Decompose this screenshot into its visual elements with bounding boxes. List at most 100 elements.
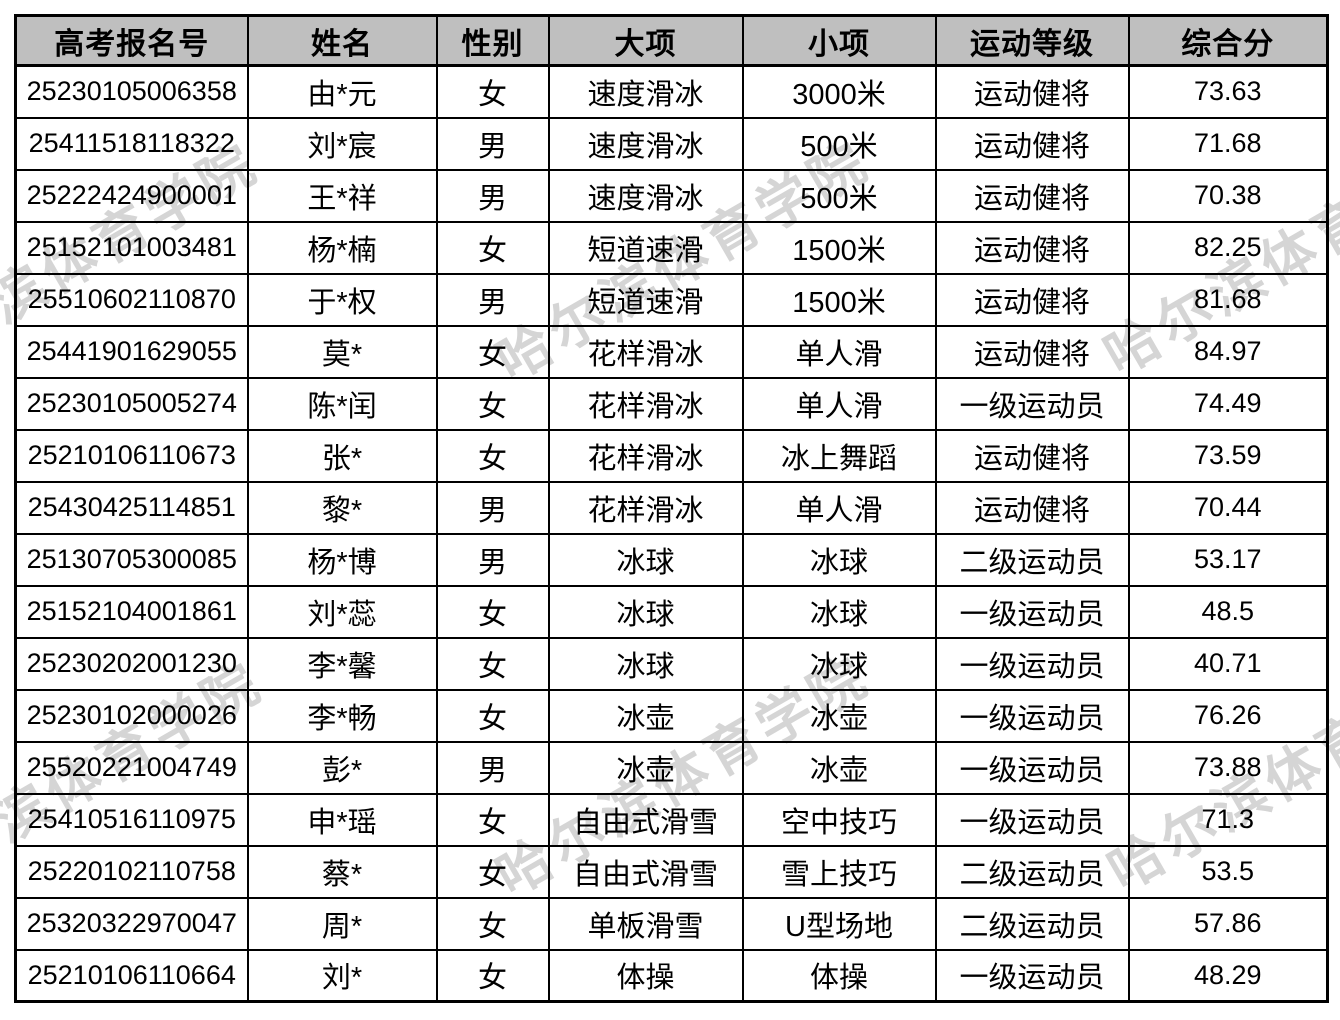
table-header: 高考报名号 姓名 性别 大项 小项 运动等级 综合分 xyxy=(14,14,1329,67)
table-cell: 25230102000026 xyxy=(14,688,249,743)
header-cell: 综合分 xyxy=(1127,14,1329,67)
table-cell: 81.68 xyxy=(1127,272,1329,327)
table-cell: 雪上技巧 xyxy=(741,844,937,899)
table-cell: 70.44 xyxy=(1127,480,1329,535)
table-cell: 运动健将 xyxy=(934,116,1130,171)
table-cell: 自由式滑雪 xyxy=(547,844,744,899)
table-row: 25430425114851 黎* 男花样滑冰 单人滑 运动健将 70.44 xyxy=(14,480,1329,535)
table-body: 25230105006358 由*元女速度滑冰 3000米 运动健将 73.63 2541… xyxy=(14,64,1329,1003)
table-cell: 女 xyxy=(435,428,550,483)
table-cell: 71.68 xyxy=(1127,116,1329,171)
table-cell: 一级运动员 xyxy=(934,740,1130,795)
table-cell: 花样滑冰 xyxy=(547,324,744,379)
table-cell: 彭* xyxy=(246,740,438,795)
table-cell: 杨*楠 xyxy=(246,220,438,275)
table-cell: 一级运动员 xyxy=(934,584,1130,639)
table-cell: 女 xyxy=(435,636,550,691)
header-cell: 运动等级 xyxy=(934,14,1130,67)
table-cell: 一级运动员 xyxy=(934,688,1130,743)
table-cell: 40.71 xyxy=(1127,636,1329,691)
table-cell: 体操 xyxy=(741,948,937,1003)
table-cell: 女 xyxy=(435,584,550,639)
table-cell: 女 xyxy=(435,220,550,275)
table-row: 25411518118322 刘*宸男速度滑冰 500米 运动健将 71.68 xyxy=(14,116,1329,171)
table-cell: 500米 xyxy=(741,116,937,171)
table-cell: 73.63 xyxy=(1127,64,1329,119)
table-cell: 冰球 xyxy=(547,532,744,587)
table-cell: 76.26 xyxy=(1127,688,1329,743)
table-cell: 1500米 xyxy=(741,220,937,275)
table-cell: 李*畅 xyxy=(246,688,438,743)
table-cell: 黎* xyxy=(246,480,438,535)
table-row: 25320322970047 周* 女单板滑雪 U型场地 二级运动员 57.86 xyxy=(14,896,1329,951)
table-cell: 25320322970047 xyxy=(14,896,249,951)
table-cell: 于*权 xyxy=(246,272,438,327)
table-cell: 一级运动员 xyxy=(934,948,1130,1003)
table-cell: 25411518118322 xyxy=(14,116,249,171)
table-cell: 空中技巧 xyxy=(741,792,937,847)
header-cell: 大项 xyxy=(547,14,744,67)
table-cell: 25230105006358 xyxy=(14,64,249,119)
table-row: 25152104001861 刘*蕊女冰球 冰球 一级运动员 48.5 xyxy=(14,584,1329,639)
table-cell: 25220102110758 xyxy=(14,844,249,899)
table-cell: 女 xyxy=(435,324,550,379)
table-cell: 二级运动员 xyxy=(934,844,1130,899)
table-cell: 王*祥 xyxy=(246,168,438,223)
header-cell: 小项 xyxy=(741,14,937,67)
table-cell: 53.5 xyxy=(1127,844,1329,899)
table-cell: 运动健将 xyxy=(934,272,1130,327)
table-cell: 84.97 xyxy=(1127,324,1329,379)
table-cell: 一级运动员 xyxy=(934,636,1130,691)
table-cell: 女 xyxy=(435,376,550,431)
table-row: 25230105005274 陈*闰女花样滑冰 单人滑 一级运动员 74.49 xyxy=(14,376,1329,431)
table-cell: 男 xyxy=(435,168,550,223)
table-cell: 25130705300085 xyxy=(14,532,249,587)
table-cell: 53.17 xyxy=(1127,532,1329,587)
table-cell: 3000米 xyxy=(741,64,937,119)
table-row: 25230202001230 李*馨女冰球 冰球 一级运动员 40.71 xyxy=(14,636,1329,691)
table-cell: 25430425114851 xyxy=(14,480,249,535)
table-cell: 男 xyxy=(435,532,550,587)
table-cell: 冰球 xyxy=(741,584,937,639)
header-row: 高考报名号 姓名 性别 大项 小项 运动等级 综合分 xyxy=(14,14,1329,67)
table-cell: 48.29 xyxy=(1127,948,1329,1003)
table-cell: 1500米 xyxy=(741,272,937,327)
table-cell: 周* xyxy=(246,896,438,951)
table-row: 25510602110870 于*权男短道速滑 1500米 运动健将 81.68 xyxy=(14,272,1329,327)
table-cell: 500米 xyxy=(741,168,937,223)
table-cell: 女 xyxy=(435,844,550,899)
table-cell: 25222424900001 xyxy=(14,168,249,223)
table-cell: 花样滑冰 xyxy=(547,480,744,535)
table-cell: 花样滑冰 xyxy=(547,428,744,483)
table-cell: 花样滑冰 xyxy=(547,376,744,431)
table-cell: 25152104001861 xyxy=(14,584,249,639)
table-cell: 73.88 xyxy=(1127,740,1329,795)
table-cell: 25230105005274 xyxy=(14,376,249,431)
table-cell: 刘* xyxy=(246,948,438,1003)
table-cell: 短道速滑 xyxy=(547,272,744,327)
table-cell: 57.86 xyxy=(1127,896,1329,951)
table-cell: 25510602110870 xyxy=(14,272,249,327)
table-cell: 冰球 xyxy=(741,636,937,691)
header-cell: 性别 xyxy=(435,14,550,67)
table-cell: 运动健将 xyxy=(934,168,1130,223)
table-cell: 25230202001230 xyxy=(14,636,249,691)
table-row: 25152101003481 杨*楠女短道速滑 1500米 运动健将 82.25 xyxy=(14,220,1329,275)
table-cell: 刘*蕊 xyxy=(246,584,438,639)
table-cell: 70.38 xyxy=(1127,168,1329,223)
table-row: 25220102110758 蔡* 女自由式滑雪 雪上技巧 二级运动员 53.5 xyxy=(14,844,1329,899)
table-cell: 陈*闰 xyxy=(246,376,438,431)
table-cell: U型场地 xyxy=(741,896,937,951)
table-cell: 速度滑冰 xyxy=(547,168,744,223)
table-cell: 短道速滑 xyxy=(547,220,744,275)
table-cell: 一级运动员 xyxy=(934,376,1130,431)
table-cell: 女 xyxy=(435,948,550,1003)
table-cell: 女 xyxy=(435,792,550,847)
table-cell: 冰壶 xyxy=(547,688,744,743)
table-cell: 二级运动员 xyxy=(934,532,1130,587)
table-cell: 25210106110673 xyxy=(14,428,249,483)
table-cell: 单板滑雪 xyxy=(547,896,744,951)
table-cell: 冰壶 xyxy=(741,688,937,743)
table-cell: 25441901629055 xyxy=(14,324,249,379)
